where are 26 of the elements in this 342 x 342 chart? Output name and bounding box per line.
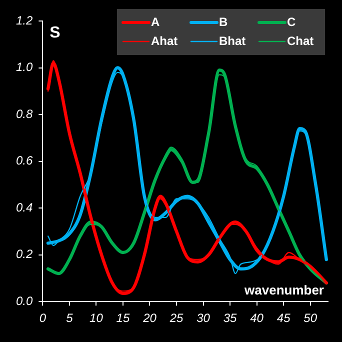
x-tick-label: 45 bbox=[276, 311, 291, 326]
legend-label: Chat bbox=[287, 34, 314, 48]
x-tick-label: 15 bbox=[116, 311, 130, 326]
x-axis-title: wavenumber bbox=[244, 282, 324, 298]
x-tick-label: 0 bbox=[39, 311, 46, 326]
x-tick-label: 10 bbox=[90, 311, 104, 326]
y-tick-label: 0.8 bbox=[16, 106, 33, 121]
x-tick-label: 20 bbox=[142, 311, 157, 326]
y-tick-label: 0.0 bbox=[16, 294, 33, 308]
x-tick-label: 50 bbox=[304, 311, 318, 326]
y-tick-label: 1.0 bbox=[16, 60, 33, 74]
x-tick-label: 40 bbox=[250, 311, 264, 326]
legend-label: Ahat bbox=[151, 34, 178, 48]
x-tick-label: 25 bbox=[168, 311, 184, 326]
legend-label: A bbox=[151, 14, 160, 29]
y-tick-label: 0.6 bbox=[16, 154, 33, 168]
legend-label: C bbox=[287, 14, 296, 29]
x-tick-label: 35 bbox=[223, 311, 238, 326]
y-tick-label: 1.2 bbox=[16, 13, 33, 28]
legend-label: Bhat bbox=[219, 34, 246, 48]
x-tick-label: 30 bbox=[196, 311, 210, 326]
y-axis-title: S bbox=[50, 24, 61, 42]
x-tick-label: 5 bbox=[66, 311, 74, 326]
y-tick-label: 0.2 bbox=[16, 247, 33, 262]
y-tick-label: 0.4 bbox=[16, 200, 33, 214]
legend-label: B bbox=[219, 14, 228, 29]
